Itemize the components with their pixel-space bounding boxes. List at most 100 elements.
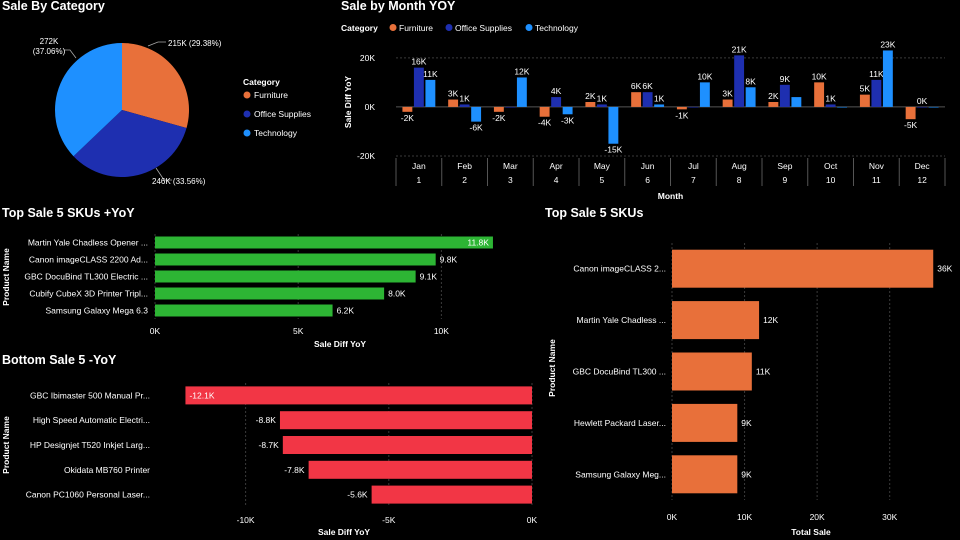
bar-office-supplies-sep[interactable]: [779, 84, 790, 107]
bar-technology-apr[interactable]: [562, 106, 573, 115]
bar-technology-jan[interactable]: [425, 79, 436, 107]
top-sale-5-skus-yoy-chart[interactable]: Top Sale 5 SKUs +YoY 0K 5K 10K Sale Diff YoY…: [1, 206, 493, 349]
bar-technology-may[interactable]: [608, 106, 619, 144]
data-label: -2K: [492, 113, 506, 123]
bar-5[interactable]: [371, 485, 532, 504]
product-name-label[interactable]: Martin Yale Chadless ...: [577, 315, 666, 325]
bar-2[interactable]: [155, 253, 436, 266]
bar-technology-feb[interactable]: [471, 106, 482, 122]
bar-furniture-jun[interactable]: [631, 92, 642, 107]
bar-technology-sep[interactable]: [791, 97, 802, 107]
x-tick-label: 10K: [737, 512, 752, 522]
legend-swatch: [389, 24, 397, 31]
legend-swatch: [525, 24, 533, 31]
pie-slice-furniture[interactable]: [122, 43, 189, 129]
bar-office-supplies-mar[interactable]: [505, 106, 516, 108]
bar-technology-dec[interactable]: [928, 106, 939, 108]
bar-technology-jul[interactable]: [699, 82, 710, 107]
legend-item[interactable]: Furniture: [254, 90, 288, 100]
top-sale-5-skus-chart[interactable]: Top Sale 5 SKUs 0K 10K 20K 30K Total Sale Prod…: [545, 206, 953, 537]
product-name-label[interactable]: Okidata MB760 Printer: [64, 465, 150, 475]
bar-furniture-jan[interactable]: [402, 106, 413, 112]
bar-furniture-nov[interactable]: [859, 94, 870, 107]
x-tick-month: Feb: [457, 161, 472, 171]
bar-furniture-jul[interactable]: [676, 106, 687, 110]
bar-furniture-dec[interactable]: [905, 106, 916, 120]
bar-technology-aug[interactable]: [745, 87, 756, 107]
bar-office-supplies-oct[interactable]: [825, 104, 836, 107]
bar-furniture-apr[interactable]: [539, 106, 550, 117]
product-name-label[interactable]: High Speed Automatic Electri...: [33, 415, 150, 425]
product-name-label[interactable]: Samsung Galaxy Mega 6.3: [45, 306, 148, 316]
bar-office-supplies-jun[interactable]: [642, 92, 653, 107]
bar-technology-mar[interactable]: [516, 77, 527, 107]
bar-2[interactable]: [672, 301, 760, 340]
legend-item[interactable]: Technology: [535, 23, 579, 33]
product-name-label[interactable]: Samsung Galaxy Meg...: [575, 469, 666, 479]
bar-office-supplies-nov[interactable]: [871, 79, 882, 107]
x-tick-label: 0K: [150, 326, 161, 336]
bar-furniture-feb[interactable]: [448, 99, 459, 107]
bar-2[interactable]: [279, 411, 532, 430]
bar-1[interactable]: [672, 249, 934, 288]
x-tick-month: Apr: [550, 161, 563, 171]
legend-item[interactable]: Office Supplies: [254, 109, 311, 119]
bar-office-supplies-feb[interactable]: [459, 104, 470, 107]
bar-1[interactable]: [155, 236, 493, 249]
legend-item[interactable]: Technology: [254, 128, 298, 138]
bar-office-supplies-jul[interactable]: [688, 106, 699, 108]
legend-swatch: [445, 24, 453, 31]
x-tick-month-number: 11: [872, 175, 881, 185]
leader-line: [147, 41, 166, 47]
product-name-label[interactable]: GBC Ibimaster 500 Manual Pr...: [30, 390, 150, 400]
bar-4[interactable]: [672, 403, 738, 442]
bar-5[interactable]: [672, 455, 738, 494]
bar-4[interactable]: [308, 460, 532, 479]
pie-slice-technology[interactable]: [55, 43, 123, 157]
data-label: 12K: [763, 315, 778, 325]
y-tick-label: 20K: [360, 53, 375, 63]
sale-by-month-yoy-chart[interactable]: Sale by Month YOY Category Furniture Office…: [341, 0, 946, 201]
bar-furniture-mar[interactable]: [493, 106, 504, 112]
bar-furniture-oct[interactable]: [814, 82, 825, 107]
bottom-sale-5-yoy-chart[interactable]: Bottom Sale 5 -YoY -10K -5K 0K Sale Diff YoY…: [1, 353, 538, 537]
product-name-label[interactable]: Hewlett Packard Laser...: [574, 418, 666, 428]
bar-furniture-aug[interactable]: [722, 99, 733, 107]
data-label: 11K: [756, 367, 771, 377]
data-label: 2K: [768, 91, 779, 101]
bar-furniture-may[interactable]: [585, 102, 596, 107]
bar-4[interactable]: [155, 287, 385, 300]
chart-title: Bottom Sale 5 -YoY: [2, 353, 117, 367]
product-name-label[interactable]: GBC DocuBind TL300 ...: [573, 367, 666, 377]
legend-item[interactable]: Office Supplies: [455, 23, 512, 33]
product-name-label[interactable]: Martin Yale Chadless Opener ...: [28, 238, 148, 248]
bar-3[interactable]: [672, 352, 752, 391]
bar-office-supplies-jan[interactable]: [413, 67, 424, 107]
bar-office-supplies-dec[interactable]: [917, 106, 928, 108]
product-name-label[interactable]: Cubify CubeX 3D Printer Tripl...: [29, 289, 148, 299]
bar-furniture-sep[interactable]: [768, 102, 779, 107]
sale-by-category-chart[interactable]: Sale By Category 215K (29.38%) 246K (33.56…: [2, 0, 311, 186]
leader-line: [155, 167, 172, 181]
bar-technology-jun[interactable]: [654, 104, 665, 107]
bar-technology-oct[interactable]: [837, 106, 848, 108]
bar-3[interactable]: [155, 270, 416, 283]
data-label: -7.8K: [284, 465, 305, 475]
product-name-label[interactable]: Canon imageCLASS 2...: [573, 264, 666, 274]
bar-office-supplies-apr[interactable]: [551, 97, 562, 107]
bar-technology-nov[interactable]: [882, 50, 893, 107]
bar-3[interactable]: [282, 436, 532, 454]
legend-item[interactable]: Furniture: [399, 23, 433, 33]
data-label: 9.8K: [440, 255, 458, 265]
product-name-label[interactable]: GBC DocuBind TL300 Electric ...: [24, 272, 148, 282]
product-name-label[interactable]: Canon PC1060 Personal Laser...: [26, 490, 150, 500]
x-tick-label: 0K: [527, 515, 538, 525]
pie-slice-office-supplies[interactable]: [73, 110, 187, 177]
chart-title: Top Sale 5 SKUs: [545, 206, 643, 220]
product-name-label[interactable]: Canon imageCLASS 2200 Ad...: [29, 255, 148, 265]
bar-office-supplies-may[interactable]: [596, 104, 607, 107]
bar-1[interactable]: [185, 386, 532, 405]
product-name-label[interactable]: HP Designjet T520 Inkjet Larg...: [30, 440, 150, 450]
bar-office-supplies-aug[interactable]: [734, 55, 745, 107]
bar-5[interactable]: [155, 304, 333, 317]
